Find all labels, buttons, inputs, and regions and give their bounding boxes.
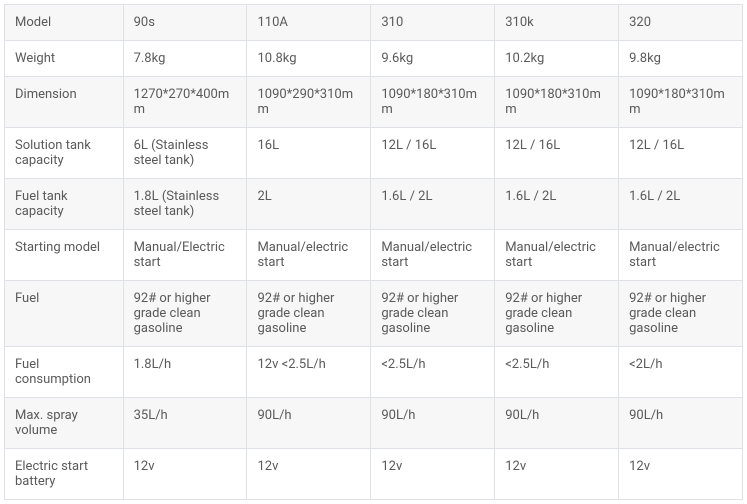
table-cell: 310 (371, 5, 495, 41)
table-cell: 1.8L (Stainless steel tank) (123, 179, 247, 230)
table-cell: 1090*180*310mm (371, 77, 495, 128)
table-cell: 12L / 16L (495, 128, 619, 179)
table-cell: 12v (371, 449, 495, 500)
table-cell: 12v <2.5L/h (247, 347, 371, 398)
row-label: Electric start battery (5, 449, 124, 500)
table-row: Fuel tank capacity 1.8L (Stainless steel… (5, 179, 743, 230)
table-row: Solution tank capacity 6L (Stainless ste… (5, 128, 743, 179)
table-cell: 92# or higher grade clean gasoline (619, 281, 743, 347)
table-cell: 1.6L / 2L (371, 179, 495, 230)
table-row: Model 90s 110A 310 310k 320 (5, 5, 743, 41)
table-cell: Manual/electric start (619, 230, 743, 281)
table-cell: Manual/electric start (371, 230, 495, 281)
table-cell: 12v (495, 449, 619, 500)
row-label: Starting model (5, 230, 124, 281)
table-cell: 90L/h (619, 398, 743, 449)
table-cell: 110A (247, 5, 371, 41)
row-label: Weight (5, 41, 124, 77)
table-cell: Manual/electric start (495, 230, 619, 281)
table-cell: 92# or higher grade clean gasoline (123, 281, 247, 347)
table-cell: 92# or higher grade clean gasoline (247, 281, 371, 347)
table-cell: 12v (123, 449, 247, 500)
table-cell: 90L/h (495, 398, 619, 449)
table-cell: <2.5L/h (371, 347, 495, 398)
table-row: Starting model Manual/Electric start Man… (5, 230, 743, 281)
table-cell: 12L / 16L (371, 128, 495, 179)
table-cell: 90s (123, 5, 247, 41)
table-row: Fuel 92# or higher grade clean gasoline … (5, 281, 743, 347)
table-cell: Manual/electric start (247, 230, 371, 281)
table-cell: 90L/h (247, 398, 371, 449)
table-cell: Manual/Electric start (123, 230, 247, 281)
table-cell: 10.2kg (495, 41, 619, 77)
table-cell: 9.6kg (371, 41, 495, 77)
table-cell: 9.8kg (619, 41, 743, 77)
table-row: Fuel consumption 1.8L/h 12v <2.5L/h <2.5… (5, 347, 743, 398)
row-label: Max. spray volume (5, 398, 124, 449)
table-cell: 1090*180*310mm (619, 77, 743, 128)
table-cell: 10.8kg (247, 41, 371, 77)
table-cell: 1090*180*310mm (495, 77, 619, 128)
table-cell: 90L/h (371, 398, 495, 449)
spec-table-body: Model 90s 110A 310 310k 320 Weight 7.8kg… (5, 5, 743, 500)
table-cell: 1.8L/h (123, 347, 247, 398)
table-cell: 6L (Stainless steel tank) (123, 128, 247, 179)
table-cell: 1090*290*310mm (247, 77, 371, 128)
table-cell: 92# or higher grade clean gasoline (371, 281, 495, 347)
table-cell: 12L / 16L (619, 128, 743, 179)
table-row: Electric start battery 12v 12v 12v 12v 1… (5, 449, 743, 500)
table-cell: <2.5L/h (495, 347, 619, 398)
spec-table: Model 90s 110A 310 310k 320 Weight 7.8kg… (4, 4, 743, 500)
row-label: Fuel tank capacity (5, 179, 124, 230)
table-cell: 1.6L / 2L (495, 179, 619, 230)
table-row: Max. spray volume 35L/h 90L/h 90L/h 90L/… (5, 398, 743, 449)
table-row: Dimension 1270*270*400mm 1090*290*310mm … (5, 77, 743, 128)
row-label: Fuel consumption (5, 347, 124, 398)
table-row: Weight 7.8kg 10.8kg 9.6kg 10.2kg 9.8kg (5, 41, 743, 77)
table-cell: 12v (619, 449, 743, 500)
table-cell: 92# or higher grade clean gasoline (495, 281, 619, 347)
table-cell: 310k (495, 5, 619, 41)
table-cell: 2L (247, 179, 371, 230)
table-cell: 16L (247, 128, 371, 179)
table-cell: 1270*270*400mm (123, 77, 247, 128)
table-cell: 1.6L / 2L (619, 179, 743, 230)
row-label: Fuel (5, 281, 124, 347)
row-label: Dimension (5, 77, 124, 128)
row-label: Solution tank capacity (5, 128, 124, 179)
table-cell: 35L/h (123, 398, 247, 449)
table-cell: 7.8kg (123, 41, 247, 77)
table-cell: <2L/h (619, 347, 743, 398)
table-cell: 320 (619, 5, 743, 41)
row-label: Model (5, 5, 124, 41)
table-cell: 12v (247, 449, 371, 500)
